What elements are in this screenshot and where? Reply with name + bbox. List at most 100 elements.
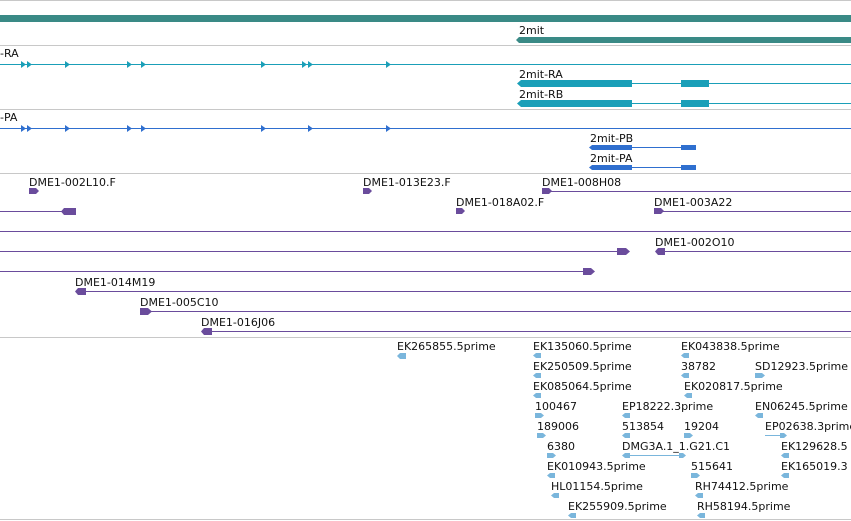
transcript-2mit-ra[interactable] xyxy=(517,80,851,87)
clone-feature[interactable] xyxy=(0,208,76,215)
transcript-2mit-rb[interactable] xyxy=(517,100,851,107)
transcript-exon-end xyxy=(517,100,521,107)
est-marker[interactable] xyxy=(684,393,692,398)
mrna-label-left: -RA xyxy=(0,47,19,60)
est-label: 100467 xyxy=(535,400,577,413)
est-label: EK250509.5prime xyxy=(533,360,632,373)
clone-end-marker xyxy=(654,208,664,214)
strand-arrow-icon xyxy=(127,61,132,68)
est-marker[interactable] xyxy=(684,433,693,438)
strand-arrow-icon xyxy=(127,125,132,132)
est-label: RH58194.5prime xyxy=(697,500,791,513)
est-label: SD12923.5prime xyxy=(755,360,848,373)
est-marker[interactable] xyxy=(681,353,689,358)
polypeptide-2mit-pb[interactable] xyxy=(589,145,696,150)
polypeptide-exon xyxy=(681,165,696,170)
est-marker[interactable] xyxy=(781,473,789,478)
clone-feature[interactable] xyxy=(201,328,851,335)
est-marker[interactable] xyxy=(535,413,544,418)
gene-bar[interactable] xyxy=(519,37,851,43)
clone-label: DME1-018A02.F xyxy=(456,196,544,209)
strand-arrow-icon xyxy=(308,125,313,132)
est-marker xyxy=(780,433,787,438)
est-marker[interactable] xyxy=(537,433,546,438)
est-marker xyxy=(679,453,686,458)
clone-label: DME1-014M19 xyxy=(75,276,155,289)
clone-end-marker[interactable] xyxy=(29,188,39,194)
est-marker[interactable] xyxy=(551,493,559,498)
est-marker[interactable] xyxy=(755,413,763,418)
est-marker[interactable] xyxy=(755,373,765,378)
protein-label-left: -PA xyxy=(0,111,18,124)
mrna-track: -RA 2mit-RA 2mit-RB xyxy=(0,47,851,107)
est-label: EK135060.5prime xyxy=(533,340,632,353)
protein-label-pa: 2mit-PA xyxy=(590,152,633,165)
clone-end-marker xyxy=(617,248,630,255)
clone-end-marker xyxy=(542,188,552,194)
est-feature[interactable] xyxy=(765,433,787,438)
polypeptide-exon xyxy=(681,145,696,150)
strand-arrow-icon xyxy=(261,61,266,68)
est-marker xyxy=(622,453,630,458)
est-marker[interactable] xyxy=(533,393,541,398)
clone-feature[interactable] xyxy=(75,288,851,295)
strand-arrow-icon xyxy=(21,61,26,68)
clone-feature[interactable] xyxy=(140,308,851,315)
clone-label: DME1-002O10 xyxy=(655,236,735,249)
mrna-label-ra: 2mit-RA xyxy=(519,68,563,81)
est-label: EP18222.3prime xyxy=(622,400,713,413)
est-marker[interactable] xyxy=(781,453,789,458)
clone-feature[interactable] xyxy=(542,188,851,194)
est-marker[interactable] xyxy=(547,473,555,478)
est-label: EK129628.5 xyxy=(781,440,848,453)
est-marker[interactable] xyxy=(547,453,556,458)
est-marker[interactable] xyxy=(622,433,630,438)
clone-end-marker xyxy=(75,288,86,295)
clone-end-marker xyxy=(201,328,212,335)
transcript-exon xyxy=(681,80,709,87)
est-marker[interactable] xyxy=(533,373,541,378)
strand-arrow-icon xyxy=(65,125,70,132)
est-label: EK043838.5prime xyxy=(681,340,780,353)
est-label: EK265855.5prime xyxy=(397,340,496,353)
strand-arrow-icon xyxy=(302,61,307,68)
transcript-exon xyxy=(681,100,709,107)
gene-bar-end-arrow xyxy=(516,37,519,43)
est-marker[interactable] xyxy=(533,353,541,358)
protein-strand-arrows xyxy=(21,125,391,132)
strand-arrow-icon xyxy=(386,61,391,68)
est-label: 19204 xyxy=(684,420,719,433)
est-marker[interactable] xyxy=(697,513,705,518)
est-label: EK255909.5prime xyxy=(568,500,667,513)
est-label: EK165019.3 xyxy=(781,460,848,473)
clone-end-marker[interactable] xyxy=(363,188,372,194)
gene-bar-overview[interactable] xyxy=(0,15,851,22)
est-marker[interactable] xyxy=(681,373,689,378)
clone-feature[interactable] xyxy=(0,248,630,255)
strand-arrow-icon xyxy=(308,61,313,68)
polypeptide-exon xyxy=(592,145,632,150)
protein-track: -PA 2mit-PB 2mit-PA xyxy=(0,111,851,170)
gene-label: 2mit xyxy=(519,24,545,37)
clone-label: DME1-013E23.F xyxy=(363,176,451,189)
clone-feature[interactable] xyxy=(654,208,851,214)
clone-label: DME1-003A22 xyxy=(654,196,732,209)
clone-end-marker[interactable] xyxy=(456,208,465,214)
est-label: 515641 xyxy=(691,460,733,473)
polypeptide-2mit-pa[interactable] xyxy=(589,165,696,170)
strand-arrow-icon xyxy=(261,125,266,132)
est-marker[interactable] xyxy=(568,513,576,518)
est-label: 6380 xyxy=(547,440,575,453)
est-marker[interactable] xyxy=(622,413,630,418)
transcript-exon xyxy=(521,80,632,87)
protein-label-pb: 2mit-PB xyxy=(590,132,633,145)
est-feature[interactable] xyxy=(622,453,686,458)
clone-feature[interactable] xyxy=(655,248,851,255)
est-label: EK085064.5prime xyxy=(533,380,632,393)
est-marker[interactable] xyxy=(695,493,703,498)
est-marker[interactable] xyxy=(397,353,406,359)
clone-feature[interactable] xyxy=(0,268,595,275)
est-marker[interactable] xyxy=(691,473,700,478)
